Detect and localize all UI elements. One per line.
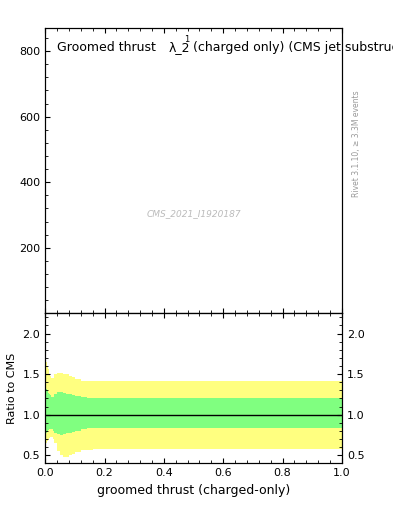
Text: Groomed thrust: Groomed thrust [57,41,156,54]
X-axis label: groomed thrust (charged-only): groomed thrust (charged-only) [97,484,290,497]
Text: λ_2: λ_2 [168,41,190,54]
Text: 1: 1 [184,35,189,45]
Text: CMS_2021_I1920187: CMS_2021_I1920187 [146,209,241,218]
Text: Rivet 3.1.10, ≥ 3.3M events: Rivet 3.1.10, ≥ 3.3M events [352,90,361,197]
Text: (charged only) (CMS jet substructure): (charged only) (CMS jet substructure) [189,41,393,54]
Y-axis label: Ratio to CMS: Ratio to CMS [7,353,17,424]
